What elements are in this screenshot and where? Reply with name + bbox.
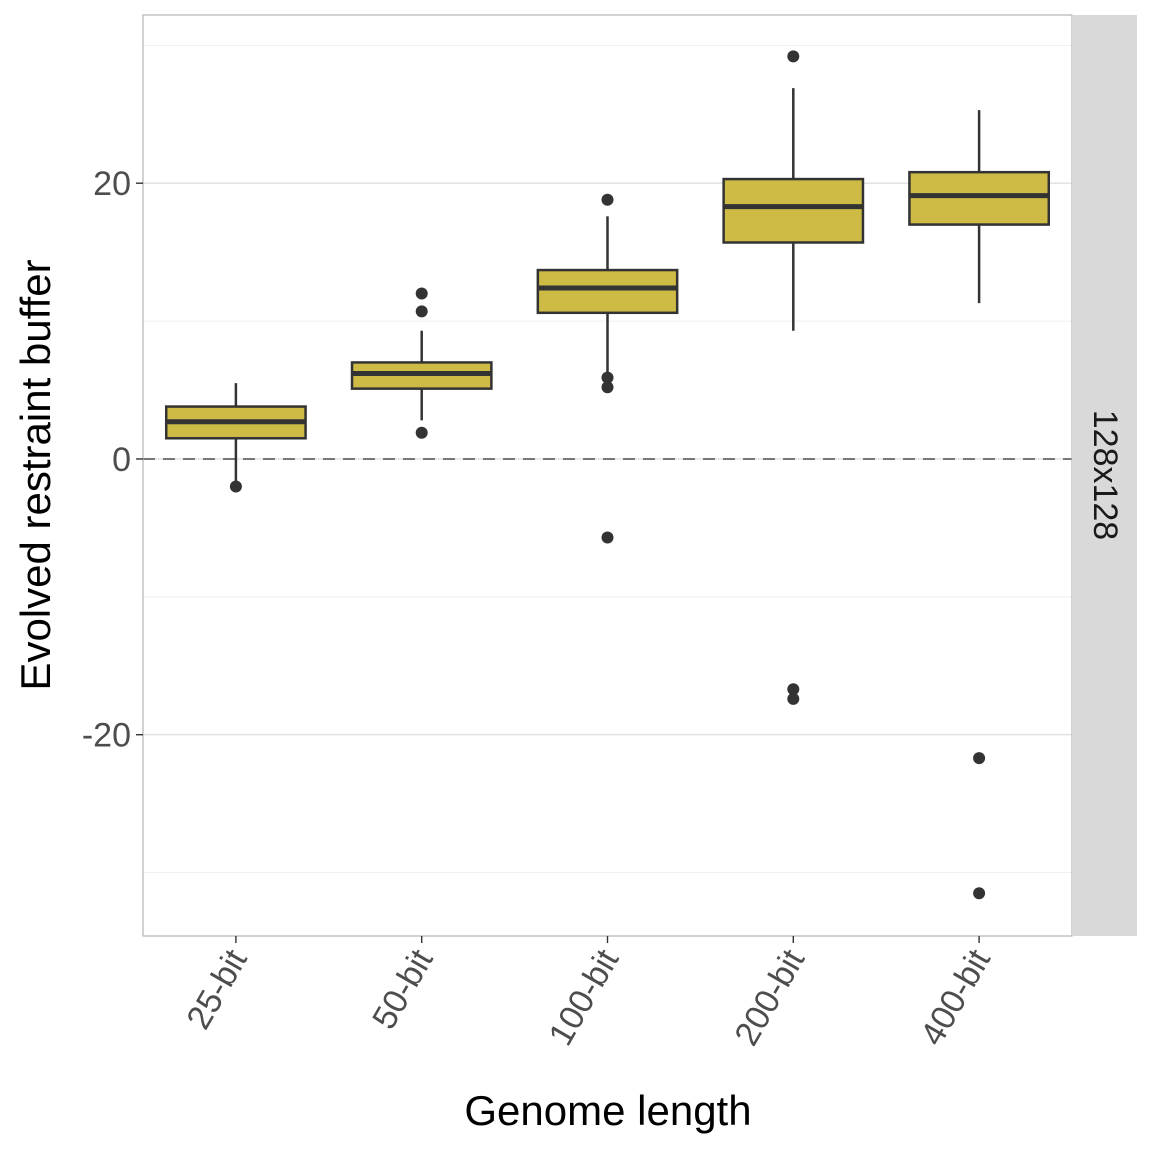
facet-strip <box>1072 15 1137 936</box>
x-tick-label: 50-bit <box>365 943 441 1036</box>
outlier-point <box>415 305 428 318</box>
outlier-point <box>601 371 614 384</box>
box-400-bit <box>908 110 1051 900</box>
outlier-point <box>601 531 614 544</box>
outlier-point <box>787 50 800 63</box>
x-tick-label: 100-bit <box>542 943 627 1053</box>
x-tick-label: 400-bit <box>913 943 998 1053</box>
x-tick-label: 200-bit <box>727 943 812 1053</box>
box-iqr <box>536 268 679 315</box>
box-50-bit <box>350 287 493 439</box>
y-axis-title: Evolved restraint buffer <box>12 259 59 690</box>
box-200-bit <box>722 50 865 705</box>
outlier-point <box>229 480 242 493</box>
x-axis: 25-bit 50-bit 100-bit 200-bit 400-bit <box>179 936 998 1052</box>
box-25-bit <box>164 383 307 493</box>
box-iqr <box>908 170 1051 226</box>
y-tick-label: 20 <box>93 165 131 203</box>
outlier-point <box>787 683 800 696</box>
outlier-point <box>601 381 614 394</box>
facet-label: 128x128 <box>1086 410 1124 540</box>
y-tick-label: 0 <box>112 441 131 479</box>
outlier-point <box>415 287 428 300</box>
panel-background <box>143 15 1072 936</box>
box-iqr <box>722 177 865 244</box>
outlier-point <box>973 887 986 900</box>
boxes <box>164 50 1051 900</box>
y-tick-label: -20 <box>82 717 131 755</box>
x-tick-label: 25-bit <box>179 943 255 1036</box>
outlier-point <box>415 426 428 439</box>
outlier-point <box>973 752 986 765</box>
outlier-point <box>601 193 614 206</box>
y-axis: -20 0 20 <box>82 165 143 755</box>
x-axis-title: Genome length <box>464 1087 751 1134</box>
box-100-bit <box>536 193 679 544</box>
outlier-point <box>787 692 800 705</box>
